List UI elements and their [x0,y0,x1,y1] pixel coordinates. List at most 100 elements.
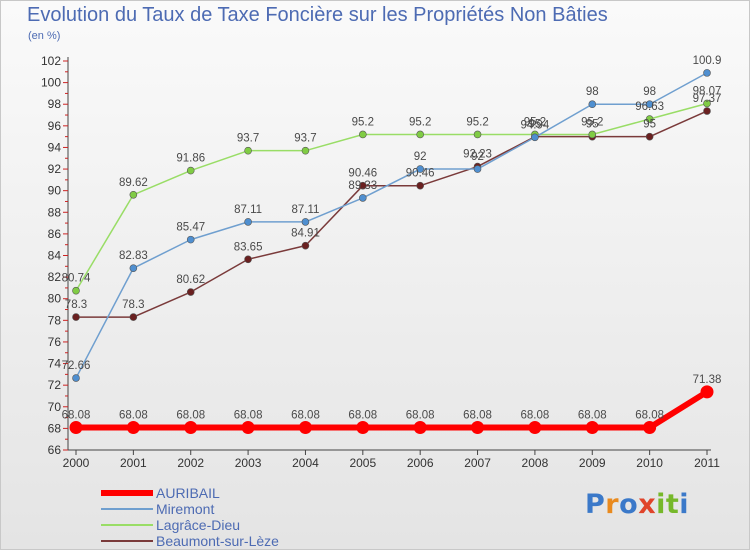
logo-letter: i [679,489,690,520]
legend-swatch-lagrace-dieu [101,524,153,526]
data-label: 92 [414,151,427,163]
y-tick-label: 78 [48,313,62,327]
data-point [645,132,654,141]
data-label: 68.08 [176,410,205,422]
data-point [69,421,83,435]
x-tick-label: 2004 [292,456,319,470]
data-label: 89.62 [119,177,148,189]
y-tick-label: 72 [48,378,62,392]
y-tick-label: 82 [48,270,62,284]
data-label: 68.08 [463,410,492,422]
y-tick-label: 86 [48,227,62,241]
data-label: 95.2 [524,116,546,128]
data-point [703,69,711,77]
chart-title: Evolution du Taux de Taxe Foncière sur l… [27,4,608,26]
data-label: 93.7 [237,133,259,145]
y-tick-label: 92 [48,162,62,176]
y-tick-label: 66 [48,443,62,457]
data-label: 98.07 [693,85,722,97]
data-point [359,130,367,139]
y-tick-label: 90 [48,184,62,198]
x-tick-label: 2011 [694,456,720,470]
data-label: 95 [643,119,656,131]
data-point [473,130,482,139]
data-label: 68.08 [521,410,550,422]
data-point [359,194,367,202]
data-point [129,190,138,199]
data-point [356,421,370,435]
data-label: 92.23 [463,149,492,161]
data-label: 95.2 [352,116,374,128]
data-label: 95 [586,119,599,131]
data-point [186,235,195,244]
y-tick-label: 80 [48,292,62,306]
data-point [413,421,427,435]
data-label: 98 [643,86,656,98]
x-tick-label: 2000 [63,456,90,470]
y-tick-label: 96 [48,119,62,133]
data-label: 95 [529,119,542,131]
x-tick-label: 2010 [636,456,663,470]
data-label: 68.08 [635,410,664,422]
data-label: 72.66 [62,360,91,372]
data-point [588,100,597,109]
legend-label: Beaumont-sur-Lèze [156,533,279,549]
y-tick-label: 74 [48,357,62,371]
logo-letter: i [656,489,666,520]
data-label: 68.08 [578,410,607,422]
series-line-beaumont-sur-l-ze [76,110,708,318]
data-label: 78.3 [122,299,144,311]
unit-label: (en %) [28,30,61,42]
legend-label: Lagrâce-Dieu [156,517,241,533]
data-point [244,146,252,155]
data-label: 68.08 [62,410,91,422]
data-label: 90.46 [406,168,435,180]
legend-label: AURIBAIL [156,485,220,501]
data-point [184,421,198,435]
data-point [700,385,714,399]
x-tick-label: 2002 [177,456,204,470]
data-label: 95.2 [409,116,431,128]
data-point [72,374,80,382]
y-tick-label: 68 [48,421,62,435]
data-label: 94.94 [521,119,550,131]
data-label: 93.7 [294,133,316,145]
data-point [241,421,255,435]
data-label: 71.38 [693,374,722,386]
series-layer [69,69,714,435]
data-label: 98 [586,86,599,98]
data-point [703,107,711,115]
data-point [72,286,80,295]
x-tick-label: 2005 [349,456,376,470]
data-label: 100.9 [693,55,722,67]
data-point [416,181,424,190]
data-point [186,166,195,175]
data-label: 89.33 [348,180,377,192]
data-label: 92 [471,151,484,163]
data-point [301,218,310,226]
data-point [129,264,138,272]
data-point [359,181,367,190]
y-tick-label: 76 [48,335,62,349]
series-line-lagr-ce-dieu [75,102,708,292]
data-point [588,130,597,139]
logo-letter: x [638,489,657,520]
data-label: 68.08 [406,410,435,422]
x-tick-label: 2006 [407,456,434,470]
data-label: 68.08 [348,410,377,422]
legend-swatch-beaumont-sur-leze [101,540,153,542]
data-labels: 68.08 68.08 68.08 68.08 68.08 68.08 68.08 68.08… [62,55,722,422]
legend-label: Miremont [156,501,215,517]
data-point [473,165,482,173]
y-tick-label: 84 [48,249,62,263]
logo-letter: o [619,489,639,520]
data-label: 90.46 [348,168,377,180]
axes: 66 68 70 72 74 76 78 80 82 84 86 88 90 92 94 96 98 100 102… [41,54,720,470]
data-point [129,313,138,321]
legend-swatch-miremont [101,508,153,510]
y-tick-label: 98 [48,97,62,111]
data-label: 84.91 [291,228,320,240]
data-point [643,421,657,435]
